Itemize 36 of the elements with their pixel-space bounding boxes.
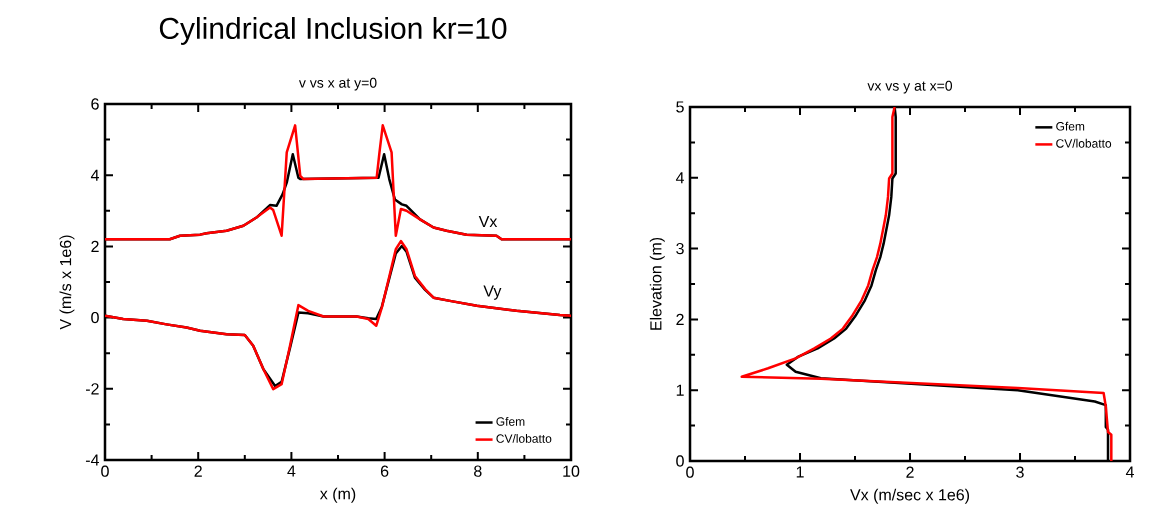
x-tick-label: 3 xyxy=(1016,466,1024,478)
chart-title: vx vs y at x=0 xyxy=(867,80,953,94)
legend-label: Gfem xyxy=(1056,121,1085,131)
x-tick-label: 2 xyxy=(194,465,202,477)
legend-label: CV/lobatto xyxy=(1056,138,1112,148)
legend-label: Gfem xyxy=(496,416,525,426)
annotation: Vx xyxy=(478,215,498,227)
y-tick-label: 5 xyxy=(676,101,684,113)
y-tick-label: -4 xyxy=(85,454,100,466)
y-tick-label: 2 xyxy=(676,313,684,325)
y-axis-title: Elevation (m) xyxy=(649,237,665,330)
y-axis-title: V (m/s x 1e6) xyxy=(59,235,75,330)
x-axis-title: x (m) xyxy=(319,487,356,503)
y-tick-label: 0 xyxy=(676,455,684,467)
y-tick-label: -2 xyxy=(85,383,99,395)
x-tick-label: 10 xyxy=(563,465,580,477)
y-tick-label: 4 xyxy=(90,169,100,181)
y-tick-label: 0 xyxy=(91,311,99,324)
x-axis-title: Vx (m/sec x 1e6) xyxy=(850,488,970,504)
x-tick-label: 2 xyxy=(906,466,914,478)
x-tick-label: 0 xyxy=(686,466,694,478)
x-tick-label: 6 xyxy=(380,465,389,477)
annotation: Vy xyxy=(483,285,502,300)
x-tick-label: 1 xyxy=(796,466,804,478)
chart-subtitle: v vs x at y=0 xyxy=(298,77,377,91)
x-tick-label: 4 xyxy=(287,465,296,477)
y-tick-label: 1 xyxy=(676,384,684,396)
chart-title: Cylindrical Inclusion kr=10 xyxy=(159,17,507,45)
x-tick-label: 4 xyxy=(1125,466,1134,478)
legend-label: CV/lobatto xyxy=(496,434,552,443)
y-tick-label: 6 xyxy=(91,98,99,110)
y-tick-label: 2 xyxy=(91,240,99,252)
x-tick-label: 8 xyxy=(474,465,482,477)
y-tick-label: 4 xyxy=(675,172,685,184)
x-tick-label: 0 xyxy=(101,465,109,477)
y-tick-label: 3 xyxy=(676,242,684,255)
